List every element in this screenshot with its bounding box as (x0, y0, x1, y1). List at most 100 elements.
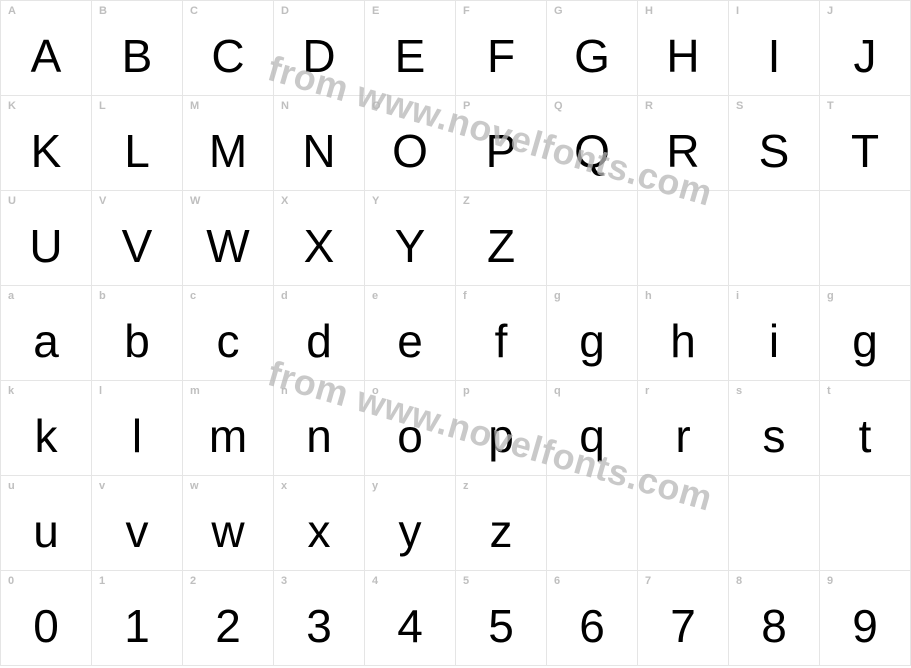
glyph-cell-label: i (736, 290, 739, 302)
glyph-cell-glyph: q (579, 413, 605, 459)
glyph-cell-label: T (827, 100, 834, 112)
glyph-cell-glyph: X (304, 223, 335, 269)
glyph-cell-label: 7 (645, 575, 651, 587)
glyph-cell-glyph: h (670, 318, 696, 364)
glyph-cell-label: g (827, 290, 834, 302)
glyph-cell: VV (92, 191, 183, 286)
glyph-cell-glyph: g (579, 318, 605, 364)
glyph-cell-label: N (281, 100, 289, 112)
glyph-cell: LL (92, 96, 183, 191)
glyph-cell-glyph: r (675, 413, 690, 459)
glyph-cell-label: k (8, 385, 14, 397)
glyph-cell-label: F (463, 5, 470, 17)
glyph-cell: KK (1, 96, 92, 191)
glyph-cell-glyph: K (31, 128, 62, 174)
glyph-cell-glyph: D (302, 33, 335, 79)
glyph-cell-label: 2 (190, 575, 196, 587)
glyph-cell: bb (92, 286, 183, 381)
glyph-cell-label: S (736, 100, 743, 112)
glyph-cell-label: 6 (554, 575, 560, 587)
glyph-cell-label: J (827, 5, 833, 17)
glyph-cell: EE (365, 1, 456, 96)
glyph-cell: OO (365, 96, 456, 191)
glyph-cell: DD (274, 1, 365, 96)
glyph-cell-label: b (99, 290, 106, 302)
font-glyph-grid: AABBCCDDEEFFGGHHIIJJKKLLMMNNOOPPQQRRSSTT… (0, 0, 911, 666)
glyph-cell-label: d (281, 290, 288, 302)
glyph-cell: 99 (820, 571, 911, 666)
glyph-cell-glyph: s (763, 413, 786, 459)
glyph-cell-glyph: 4 (397, 603, 423, 649)
glyph-cell: MM (183, 96, 274, 191)
glyph-cell (638, 191, 729, 286)
glyph-cell-label: V (99, 195, 106, 207)
glyph-cell: pp (456, 381, 547, 476)
glyph-cell: TT (820, 96, 911, 191)
glyph-cell: 11 (92, 571, 183, 666)
glyph-cell-label: f (463, 290, 467, 302)
glyph-cell: ss (729, 381, 820, 476)
glyph-cell-glyph: 2 (215, 603, 241, 649)
glyph-cell: tt (820, 381, 911, 476)
glyph-cell-glyph: v (126, 508, 149, 554)
glyph-cell-glyph: N (302, 128, 335, 174)
glyph-cell: dd (274, 286, 365, 381)
glyph-cell-label: I (736, 5, 739, 17)
glyph-cell-glyph: 6 (579, 603, 605, 649)
glyph-cell: kk (1, 381, 92, 476)
glyph-cell: aa (1, 286, 92, 381)
glyph-cell-glyph: W (206, 223, 249, 269)
glyph-cell-glyph: Y (395, 223, 426, 269)
glyph-cell-glyph: O (392, 128, 428, 174)
glyph-cell-glyph: a (33, 318, 59, 364)
glyph-cell: ii (729, 286, 820, 381)
glyph-cell-label: E (372, 5, 379, 17)
glyph-cell-glyph: w (211, 508, 244, 554)
glyph-cell: yy (365, 476, 456, 571)
glyph-cell: gg (547, 286, 638, 381)
glyph-cell: CC (183, 1, 274, 96)
glyph-cell: 55 (456, 571, 547, 666)
glyph-cell: oo (365, 381, 456, 476)
glyph-cell-label: X (281, 195, 288, 207)
glyph-cell-label: x (281, 480, 287, 492)
glyph-cell-glyph: V (122, 223, 153, 269)
glyph-cell: BB (92, 1, 183, 96)
glyph-cell: 88 (729, 571, 820, 666)
glyph-cell: QQ (547, 96, 638, 191)
glyph-cell: qq (547, 381, 638, 476)
glyph-cell: ee (365, 286, 456, 381)
glyph-cell-label: A (8, 5, 16, 17)
glyph-cell-label: 1 (99, 575, 105, 587)
glyph-cell-glyph: g (852, 318, 878, 364)
glyph-cell-glyph: e (397, 318, 423, 364)
glyph-cell: JJ (820, 1, 911, 96)
glyph-cell-glyph: 3 (306, 603, 332, 649)
glyph-cell: 33 (274, 571, 365, 666)
glyph-cell-glyph: x (308, 508, 331, 554)
glyph-cell: hh (638, 286, 729, 381)
glyph-cell-glyph: m (209, 413, 247, 459)
glyph-cell: II (729, 1, 820, 96)
glyph-cell: YY (365, 191, 456, 286)
glyph-cell-glyph: F (487, 33, 515, 79)
glyph-cell-label: z (463, 480, 469, 492)
glyph-cell-label: e (372, 290, 378, 302)
glyph-cell-label: 8 (736, 575, 742, 587)
glyph-cell-label: G (554, 5, 563, 17)
glyph-cell-label: B (99, 5, 107, 17)
glyph-cell (547, 191, 638, 286)
glyph-cell-glyph: n (306, 413, 332, 459)
glyph-cell: FF (456, 1, 547, 96)
glyph-cell-label: 3 (281, 575, 287, 587)
glyph-cell-label: q (554, 385, 561, 397)
glyph-cell-glyph: B (122, 33, 153, 79)
glyph-cell-label: l (99, 385, 102, 397)
glyph-cell-glyph: J (854, 33, 877, 79)
glyph-cell: xx (274, 476, 365, 571)
glyph-cell-label: H (645, 5, 653, 17)
glyph-cell-label: C (190, 5, 198, 17)
glyph-cell (729, 476, 820, 571)
glyph-cell-glyph: z (490, 508, 513, 554)
glyph-cell-label: n (281, 385, 288, 397)
